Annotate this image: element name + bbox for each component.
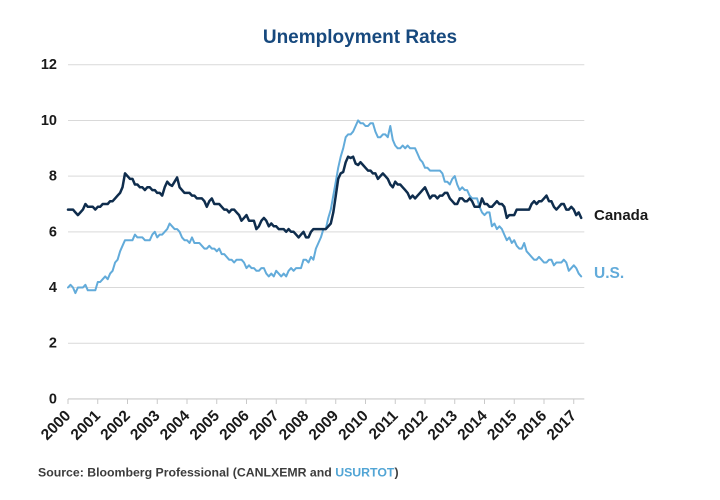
svg-text:0: 0: [49, 391, 57, 407]
svg-text:4: 4: [49, 280, 57, 296]
svg-text:Source: Bloomberg Professional: Source: Bloomberg Professional (CANLXEMR…: [38, 466, 399, 480]
svg-text:6: 6: [49, 224, 57, 240]
svg-text:Canada: Canada: [594, 207, 649, 224]
svg-text:8: 8: [49, 169, 57, 185]
svg-text:Unemployment Rates: Unemployment Rates: [263, 27, 457, 48]
svg-text:U.S.: U.S.: [594, 265, 624, 282]
svg-text:10: 10: [41, 113, 57, 129]
svg-text:2: 2: [49, 336, 57, 352]
svg-text:12: 12: [41, 57, 57, 73]
